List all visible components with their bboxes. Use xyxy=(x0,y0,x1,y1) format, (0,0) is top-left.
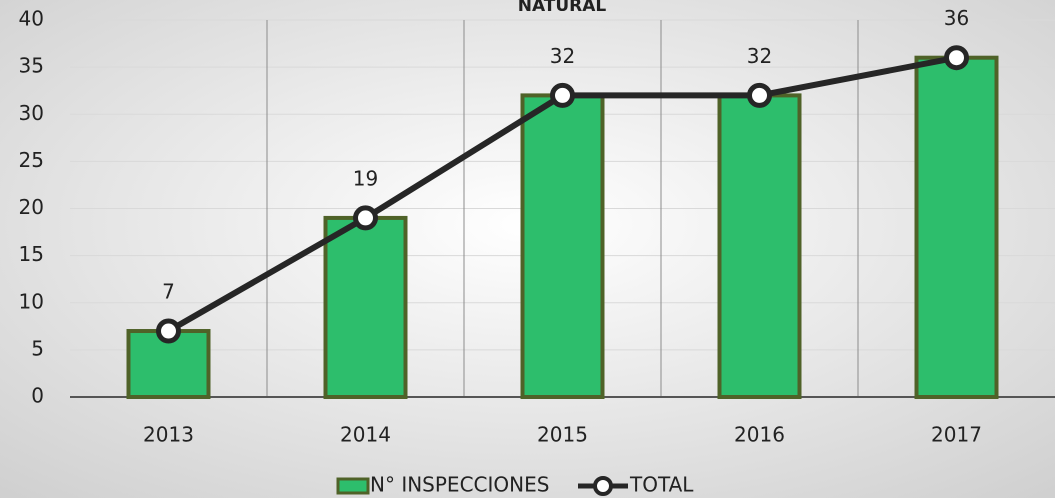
legend-swatch xyxy=(336,477,370,495)
line-marker xyxy=(550,82,575,108)
x-tick-label: 2015 xyxy=(537,423,588,447)
y-tick-label: 35 xyxy=(19,54,44,78)
line-marker xyxy=(156,318,181,344)
bar xyxy=(914,55,999,399)
y-tick-label: 30 xyxy=(19,101,44,125)
data-label: 32 xyxy=(550,44,575,68)
y-tick-label: 10 xyxy=(19,289,44,313)
bar xyxy=(520,93,605,400)
legend-label: TOTAL xyxy=(629,473,694,497)
y-tick-label: 25 xyxy=(19,148,44,172)
x-tick-label: 2013 xyxy=(143,423,194,447)
data-label: 32 xyxy=(747,44,772,68)
data-label: 19 xyxy=(353,166,378,190)
y-tick-label: 0 xyxy=(31,384,44,408)
legend-label: N° INSPECCIONES xyxy=(370,473,549,497)
y-tick-label: 5 xyxy=(31,336,44,360)
x-tick-label: 2017 xyxy=(931,423,982,447)
bar xyxy=(323,215,408,399)
chart-title: NATURAL xyxy=(518,0,607,16)
x-tick-label: 2014 xyxy=(340,423,391,447)
bar xyxy=(717,93,802,400)
line-marker xyxy=(353,205,378,231)
line-marker xyxy=(747,82,772,108)
legend-marker xyxy=(593,476,613,496)
data-label: 7 xyxy=(162,280,175,304)
y-tick-label: 15 xyxy=(19,242,44,266)
line-marker xyxy=(944,45,969,71)
y-tick-label: 40 xyxy=(19,7,44,31)
y-tick-label: 20 xyxy=(19,195,44,219)
data-label: 36 xyxy=(944,6,969,30)
x-tick-label: 2016 xyxy=(734,423,785,447)
